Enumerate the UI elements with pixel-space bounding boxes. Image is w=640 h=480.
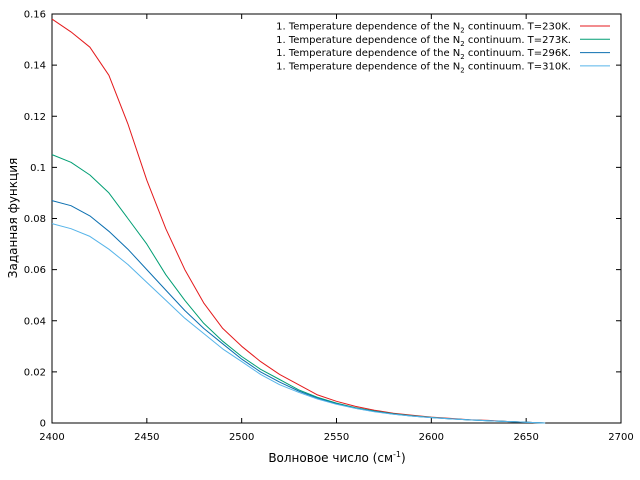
y-tick-label: 0.16 (24, 10, 46, 21)
x-tick-label: 2450 (134, 432, 159, 443)
series-line-2 (51, 154, 546, 424)
y-tick-label: 0.04 (24, 316, 46, 327)
plot-frame (51, 13, 622, 424)
y-axis-ticks: 0 0.02 0.04 0.06 0.08 0.1 0.12 0.14 0.16 (24, 10, 621, 430)
x-tick-label: 2600 (419, 432, 444, 443)
x-tick-label: 2400 (39, 432, 64, 443)
y-tick-label: 0.12 (24, 112, 46, 123)
legend-label-3: 1. Temperature dependence of the N2 cont… (276, 48, 571, 61)
y-axis-label: Заданная функция (6, 158, 20, 278)
x-tick-label: 2650 (513, 432, 538, 443)
x-axis-ticks: 2400 2450 2500 2550 2600 2650 2700 (39, 14, 634, 443)
y-tick-label: 0.14 (24, 61, 46, 72)
series-lines (51, 18, 546, 424)
legend-label-2: 1. Temperature dependence of the N2 cont… (276, 35, 571, 48)
x-tick-label: 2550 (324, 432, 349, 443)
x-tick-label: 2700 (608, 432, 633, 443)
x-axis-label-end: ) (401, 451, 406, 465)
y-tick-label: 0.02 (24, 367, 46, 378)
legend: 1. Temperature dependence of the N2 cont… (276, 22, 610, 74)
series-line-4 (51, 223, 546, 424)
x-axis-label-main: Волновое число (см (268, 451, 393, 465)
series-line-1 (51, 18, 546, 424)
y-tick-label: 0 (40, 419, 46, 430)
legend-label-4: 1. Temperature dependence of the N2 cont… (276, 61, 571, 74)
x-axis-label-superscript: -1 (393, 450, 401, 459)
x-axis-label: Волновое число (см-1) (268, 450, 405, 465)
y-tick-label: 0.1 (30, 163, 46, 174)
legend-label-1: 1. Temperature dependence of the N2 cont… (276, 22, 571, 35)
y-tick-label: 0.08 (24, 214, 46, 225)
y-tick-label: 0.06 (24, 265, 46, 276)
x-tick-label: 2500 (229, 432, 254, 443)
